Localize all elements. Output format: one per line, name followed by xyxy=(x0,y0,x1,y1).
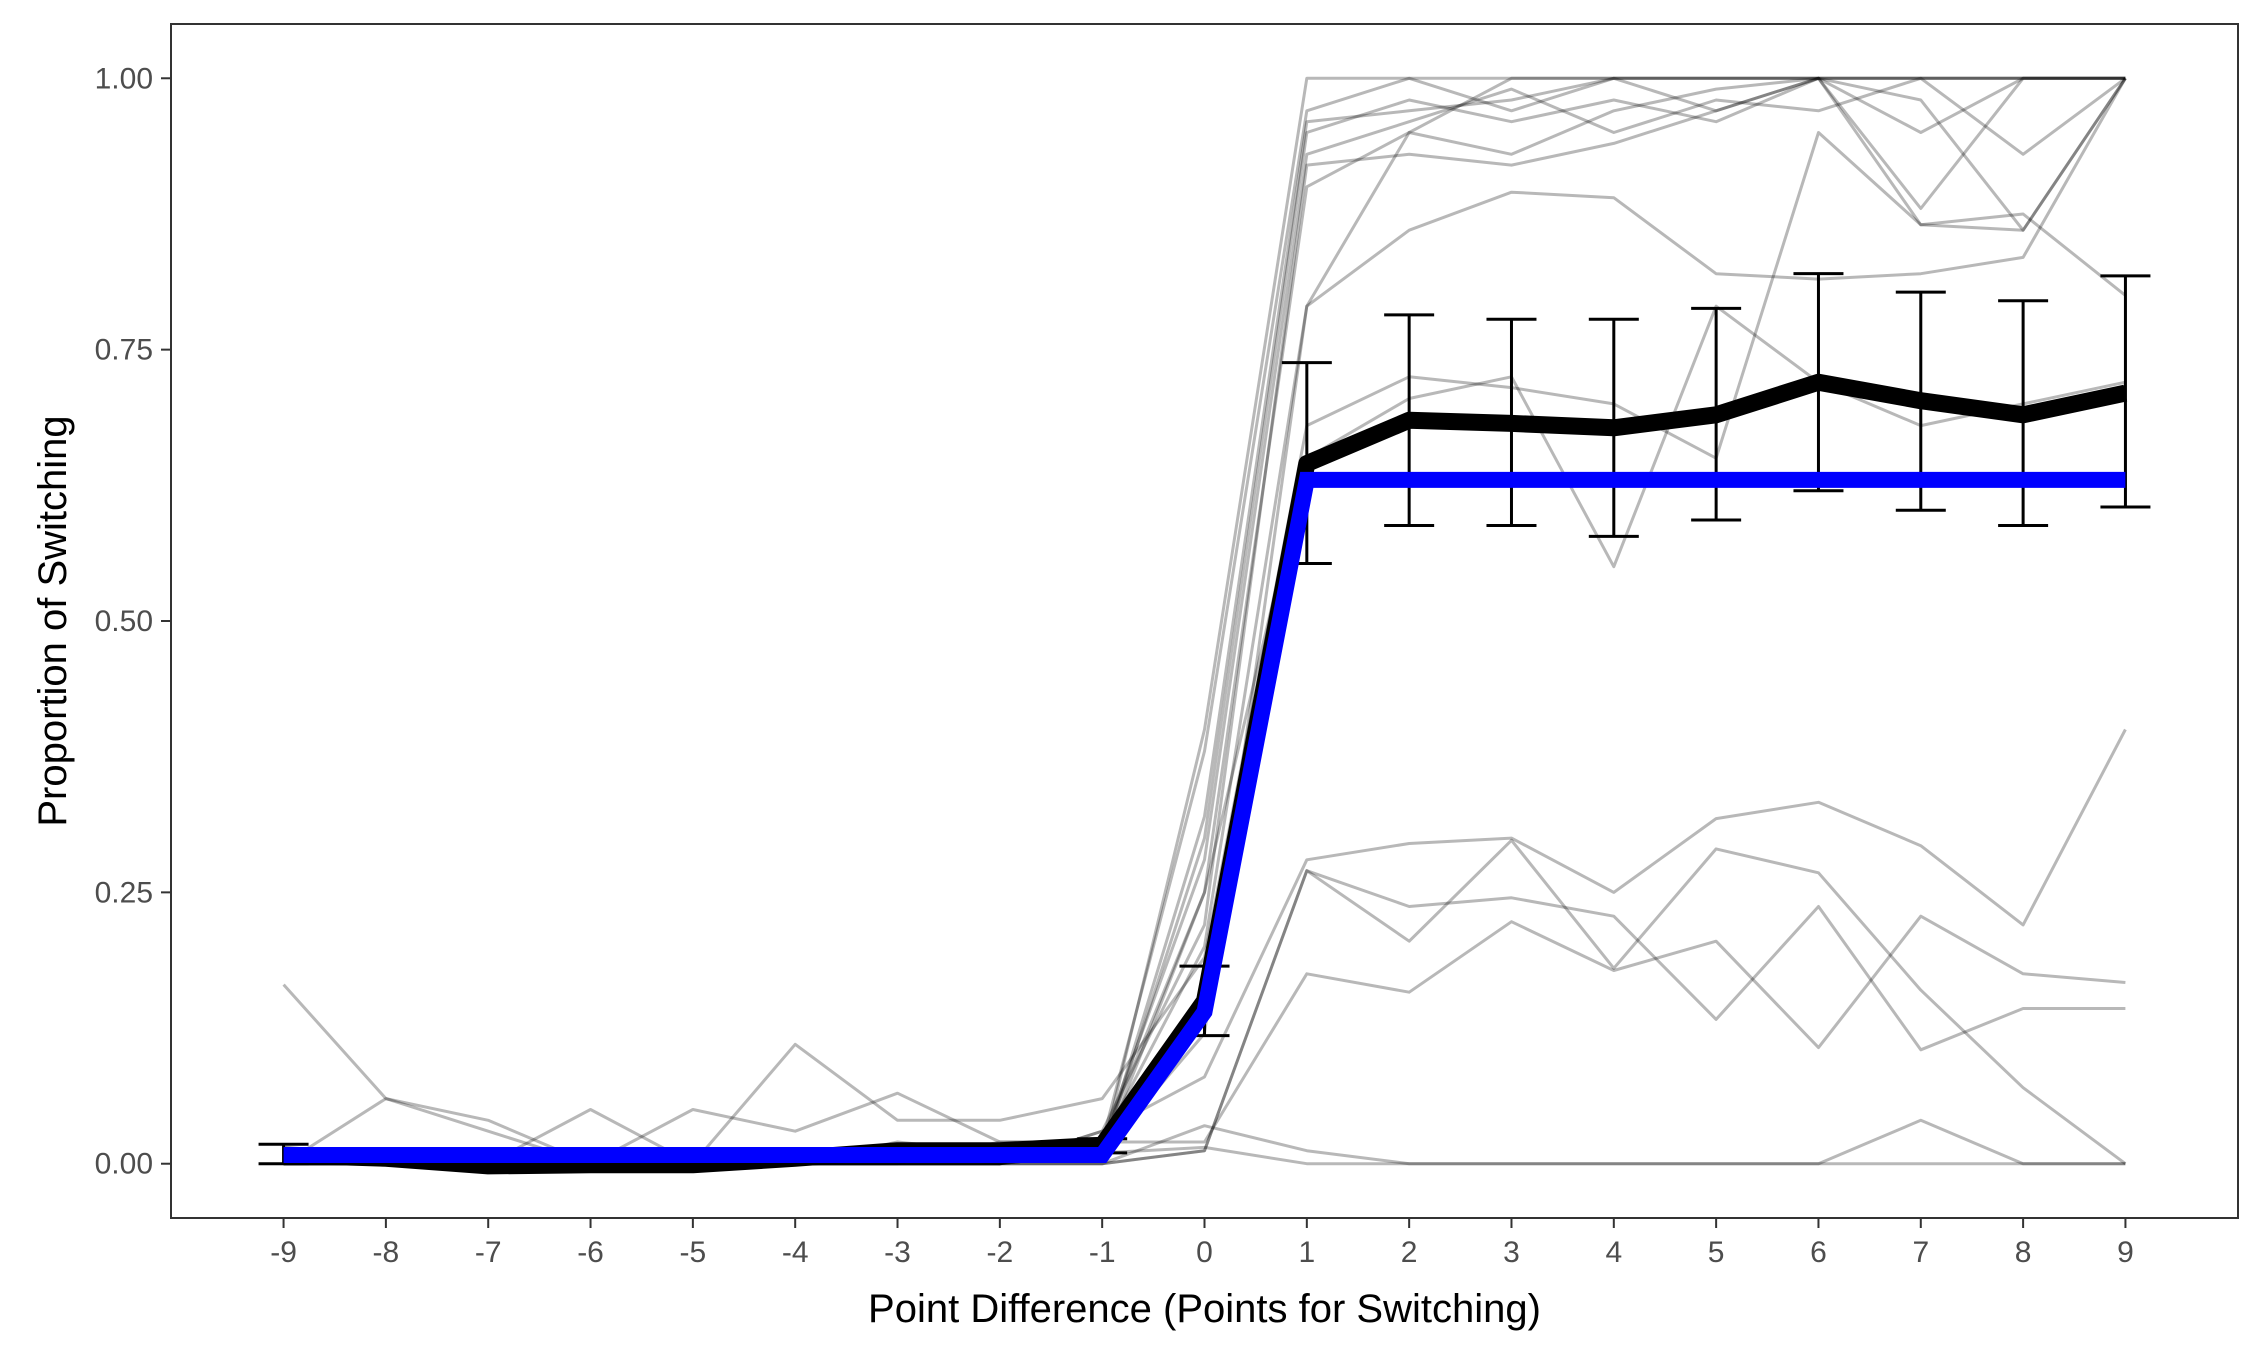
error-bar-8 xyxy=(1998,299,2049,527)
x-tick-label: -5 xyxy=(680,1236,707,1269)
y-axis-title: Proportion of Switching xyxy=(31,415,75,826)
error-bar-3 xyxy=(1486,317,1537,527)
error-bars xyxy=(258,272,2151,1166)
mean-series xyxy=(283,373,2128,1175)
error-bar-6 xyxy=(1793,272,1844,493)
x-tick-label: 0 xyxy=(1196,1236,1213,1269)
x-axis: -9 -8 -7 -6 -5 -4 -3 -2 -1 0 1 2 3 4 5 6 7 8 9 xyxy=(270,1218,2134,1269)
x-tick-label: 9 xyxy=(2117,1236,2134,1269)
x-tick-label: -2 xyxy=(987,1236,1014,1269)
x-tick-label: -8 xyxy=(373,1236,400,1269)
x-tick-label: -1 xyxy=(1089,1236,1116,1269)
x-tick-label: -4 xyxy=(782,1236,809,1269)
error-bar--9 xyxy=(258,1142,309,1166)
y-tick-label: 0.50 xyxy=(95,605,153,638)
y-axis: 0.00 0.25 0.50 0.75 1.00 xyxy=(95,62,171,1181)
x-tick-label: 5 xyxy=(1708,1236,1725,1269)
y-tick-label: 0.75 xyxy=(95,334,153,367)
x-tick-label: 6 xyxy=(1810,1236,1827,1269)
x-tick-label: 7 xyxy=(1912,1236,1929,1269)
y-tick-label: 1.00 xyxy=(95,62,153,95)
fit-line xyxy=(283,471,2126,1163)
x-tick-label: 3 xyxy=(1503,1236,1520,1269)
x-tick-label: 1 xyxy=(1298,1236,1315,1269)
x-axis-title: Point Difference (Points for Switching) xyxy=(868,1287,1541,1331)
error-bar-4 xyxy=(1588,317,1639,538)
fit-series xyxy=(283,471,2126,1163)
y-tick-label: 0.25 xyxy=(95,876,153,909)
panel-border xyxy=(170,23,2239,1219)
x-tick-label: 4 xyxy=(1605,1236,1622,1269)
x-tick-label: -6 xyxy=(577,1236,604,1269)
error-bar-2 xyxy=(1384,313,1435,527)
x-tick-label: -3 xyxy=(884,1236,911,1269)
x-tick-label: 2 xyxy=(1401,1236,1418,1269)
y-tick-label: 0.00 xyxy=(95,1148,153,1181)
x-tick-label: 8 xyxy=(2015,1236,2032,1269)
error-bar-9 xyxy=(2100,274,2151,509)
x-tick-label: -9 xyxy=(270,1236,297,1269)
mean-line xyxy=(283,373,2128,1175)
x-tick-label: -7 xyxy=(475,1236,502,1269)
